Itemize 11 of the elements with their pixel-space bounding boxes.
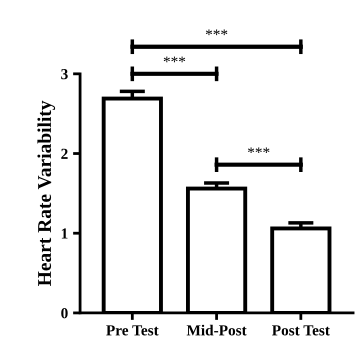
y-axis-title: Heart Rate Variability <box>37 100 56 286</box>
text: *** <box>164 56 186 62</box>
x-tick-label: Mid-Post <box>186 324 247 336</box>
y-tick-label: 1 <box>62 228 68 239</box>
y-tick-label: 0 <box>61 308 68 318</box>
text: *** <box>206 29 228 36</box>
annotation: *** <box>248 147 270 154</box>
y-tick-label: 2 <box>61 148 68 159</box>
x-tick-label: Pre Test <box>106 325 159 336</box>
x-tick-label: Post Test <box>272 325 330 336</box>
y-tick-label: 3 <box>61 69 68 80</box>
